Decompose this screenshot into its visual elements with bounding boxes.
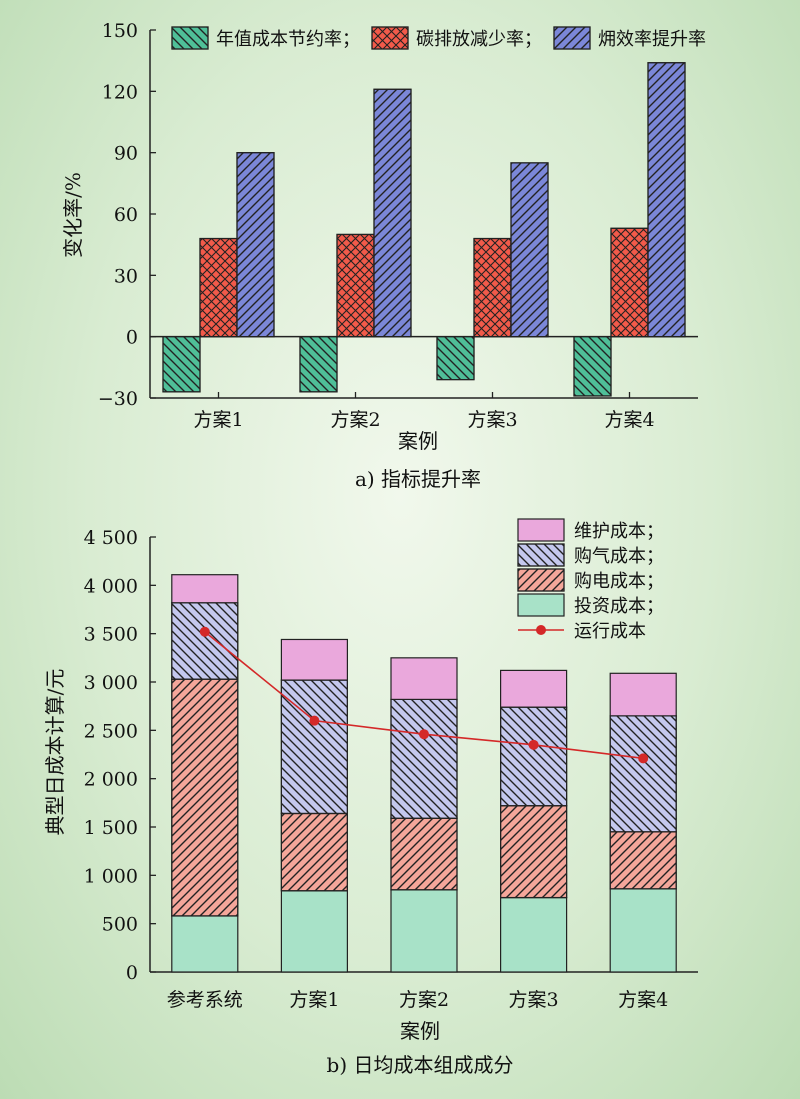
chart-b-stack-segment-pattern — [171, 678, 239, 917]
chart-b-stack-segment-pattern — [280, 679, 348, 815]
chart-b-stack-segment-pattern — [390, 817, 458, 891]
chart-a-caption: a) 指标提升率 — [355, 467, 481, 491]
chart-b-x-tick-label: 方案4 — [618, 989, 668, 1011]
chart-a-x-tick-label: 方案3 — [467, 409, 517, 431]
chart-b-x-tick-label: 方案3 — [509, 989, 559, 1011]
chart-a-legend-label: 碳排放减少率； — [416, 29, 542, 50]
chart-b-legend-label: 投资成本； — [574, 596, 664, 617]
chart-b-legend-label: 运行成本 — [574, 621, 646, 642]
chart-a-bar-pattern — [336, 233, 375, 338]
chart-b-y-tick-label: 4 000 — [84, 575, 138, 597]
chart-a-y-tick-label: 150 — [102, 20, 138, 42]
chart-a-x-tick-label: 方案1 — [193, 409, 243, 431]
chart-a-legend-swatch-pattern — [553, 26, 591, 50]
chart-b-y-tick-label: 3 000 — [84, 672, 138, 694]
chart-b-y-tick-label: 3 500 — [84, 624, 138, 646]
chart-b-x-tick-label: 方案1 — [289, 989, 339, 1011]
chart-b-daily-cost-composition: 典型日成本计算/元 案例 b) 日均成本组成成分 0 500 1 000 1 500 2… — [43, 518, 698, 1077]
chart-b-legend-swatch-pattern — [517, 568, 565, 592]
chart-b-stack-segment-pattern — [609, 715, 677, 833]
chart-a-bar-pattern — [473, 237, 512, 338]
chart-b-y-axis-title: 典型日成本计算/元 — [43, 669, 67, 836]
chart-b-line-point — [309, 715, 320, 726]
chart-b-y-tick-label: 1 500 — [84, 817, 138, 839]
chart-b-legend-swatch — [517, 518, 565, 542]
chart-b-legend-label: 购电成本； — [574, 571, 664, 592]
chart-b-y-tick-label: 1 000 — [84, 865, 138, 887]
chart-a-bar-pattern — [510, 162, 549, 338]
chart-b-stack-segment — [280, 638, 348, 681]
chart-a-bar-pattern — [199, 237, 238, 338]
chart-a-indicator-improvement: 变化率/% 案例 a) 指标提升率 −30 0 30 60 90 120 150 方案1 方案2… — [61, 20, 706, 491]
chart-a-legend-swatch-pattern — [171, 26, 209, 50]
chart-b-caption: b) 日均成本组成成分 — [327, 1053, 514, 1077]
chart-b-y-tick-label: 0 — [126, 962, 138, 984]
chart-b-legend-label: 维护成本； — [574, 521, 664, 542]
chart-b-y-tick-label: 500 — [102, 914, 138, 936]
chart-a-y-axis-title: 变化率/% — [61, 172, 85, 258]
chart-a-bar-pattern — [299, 336, 338, 393]
chart-b-stack-segment-pattern — [500, 805, 568, 899]
chart-b-stack-segment — [280, 890, 348, 973]
chart-a-y-tick-label: 90 — [114, 143, 138, 165]
chart-b-stack-segment — [390, 889, 458, 973]
chart-a-bar-pattern — [573, 336, 612, 397]
chart-b-line-point — [419, 729, 429, 740]
chart-a-x-tick-label: 方案4 — [604, 409, 654, 431]
chart-b-stack-segment — [390, 657, 458, 700]
chart-b-stack-segment — [171, 574, 239, 604]
chart-b-stack-segment-pattern — [171, 602, 239, 680]
chart-a-legend-swatch-pattern — [371, 26, 409, 50]
chart-b-legend-line-marker — [536, 625, 546, 635]
chart-b-legend-swatch-pattern — [517, 543, 565, 567]
chart-a-y-tick-label: 120 — [102, 81, 138, 103]
chart-b-y-tick-label: 2 500 — [84, 720, 138, 742]
chart-b-stack-segment — [171, 915, 239, 973]
chart-b-stack-segment — [609, 672, 677, 717]
chart-a-y-tick-label: 0 — [126, 327, 138, 349]
chart-a-bar-pattern — [236, 152, 275, 338]
chart-a-y-tick-label: 30 — [114, 265, 138, 287]
chart-b-legend-swatch — [517, 593, 565, 617]
chart-b-stack-segment — [500, 896, 568, 973]
chart-b-x-axis-title: 案例 — [400, 1019, 440, 1043]
chart-b-line-point — [199, 626, 210, 637]
chart-a-bar-pattern — [162, 336, 201, 393]
chart-b-x-tick-label: 参考系统 — [167, 989, 243, 1011]
chart-b-y-tick-label: 2 000 — [84, 769, 138, 791]
chart-b-stack-segment — [609, 888, 677, 973]
chart-a-bar-pattern — [647, 62, 686, 338]
chart-b-line-point — [528, 739, 539, 750]
chart-a-y-tick-label: 60 — [114, 204, 138, 226]
chart-b-stack-segment-pattern — [609, 831, 677, 890]
chart-a-bar-pattern — [610, 227, 649, 338]
chart-a-x-tick-label: 方案2 — [330, 409, 380, 431]
chart-b-y-tick-label: 4 500 — [84, 527, 138, 549]
chart-b-line-point — [638, 753, 649, 764]
chart-b-stack-segment — [500, 669, 568, 708]
chart-b-x-tick-label: 方案2 — [399, 989, 449, 1011]
chart-a-bar-pattern — [436, 336, 475, 381]
chart-b-legend-label: 购气成本； — [574, 546, 664, 567]
chart-a-legend-label: 㶲效率提升率 — [598, 29, 706, 50]
chart-b-stack-segment-pattern — [390, 698, 458, 819]
chart-a-y-tick-label: −30 — [98, 388, 138, 410]
chart-a-legend-label: 年值成本节约率； — [216, 29, 360, 50]
chart-a-x-axis-title: 案例 — [398, 429, 438, 453]
chart-b-stack-segment-pattern — [500, 706, 568, 807]
chart-a-bar-pattern — [373, 88, 412, 338]
chart-b-stack-segment-pattern — [280, 812, 348, 892]
